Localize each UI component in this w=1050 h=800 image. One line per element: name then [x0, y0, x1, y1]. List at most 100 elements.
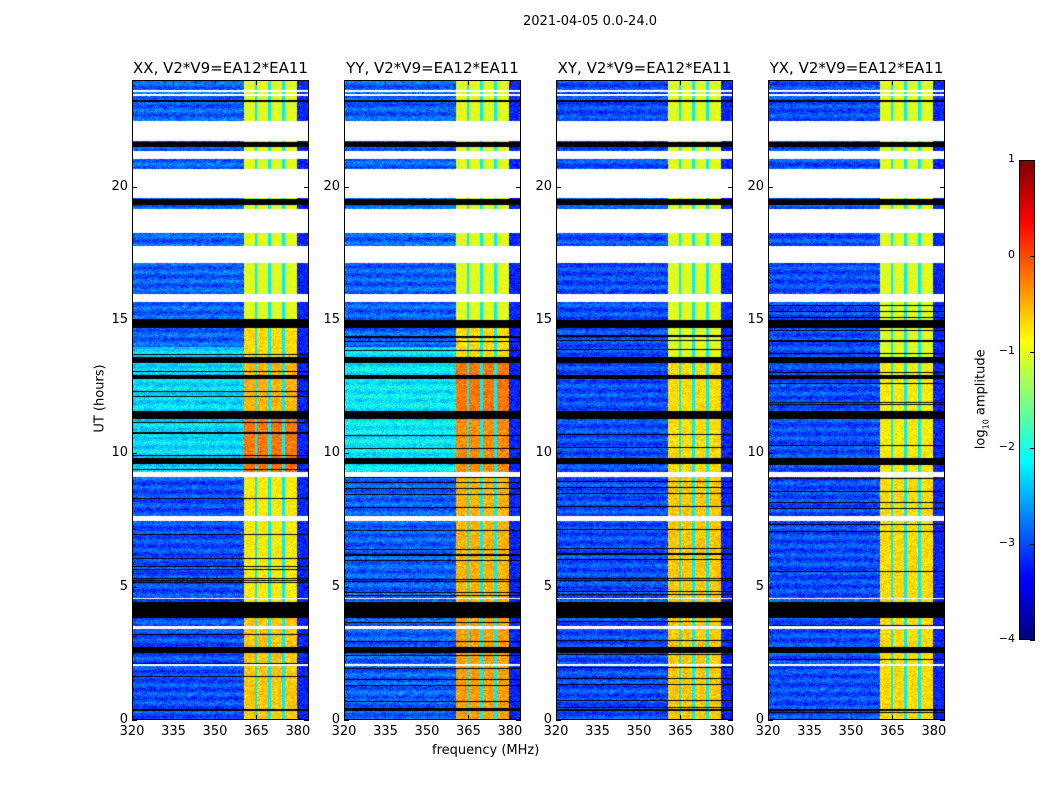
- y-tick: [344, 186, 349, 188]
- x-tick: [892, 715, 894, 720]
- x-tick: [680, 80, 682, 85]
- x-tick: [256, 715, 258, 720]
- x-tick: [509, 715, 511, 720]
- x-tick-label: 350: [626, 724, 652, 739]
- x-tick-label: 380: [497, 724, 523, 739]
- colorbar-tick: [1030, 448, 1035, 449]
- y-tick: [516, 453, 521, 455]
- y-tick: [728, 453, 733, 455]
- x-tick: [850, 80, 852, 85]
- x-tick: [344, 80, 345, 85]
- x-tick: [297, 80, 299, 85]
- y-tick: [556, 320, 561, 321]
- y-tick: [344, 453, 349, 455]
- y-tick: [556, 720, 561, 721]
- x-tick: [933, 715, 935, 720]
- y-tick: [344, 720, 349, 721]
- y-tick: [516, 586, 521, 588]
- colorbar-tick-label: −1: [998, 344, 1015, 357]
- x-tick: [556, 715, 557, 720]
- colorbar: [1019, 160, 1035, 640]
- x-tick: [173, 715, 175, 720]
- y-tick-label: 10: [747, 445, 764, 461]
- x-tick: [809, 80, 811, 85]
- heatmap-canvas: [769, 81, 944, 719]
- x-tick: [721, 715, 723, 720]
- x-tick: [385, 715, 387, 720]
- x-tick-label: 365: [456, 724, 481, 739]
- panel-title: XX, V2*V9=EA12*EA11: [133, 59, 308, 77]
- x-tick: [132, 80, 133, 85]
- y-tick: [304, 720, 309, 721]
- x-tick-label: 380: [285, 724, 311, 739]
- y-tick: [304, 320, 309, 321]
- y-tick: [768, 186, 773, 188]
- y-tick: [940, 320, 945, 321]
- x-tick: [297, 715, 299, 720]
- heatmap-panel: [556, 80, 733, 720]
- x-tick-label: 320: [755, 724, 781, 739]
- x-tick-label: 380: [709, 724, 735, 739]
- x-tick: [850, 715, 852, 720]
- panel-title: XY, V2*V9=EA12*EA11: [557, 59, 732, 77]
- x-tick: [892, 80, 894, 85]
- colorbar-tick: [1030, 160, 1035, 161]
- y-tick: [132, 453, 137, 455]
- x-tick-label: 335: [797, 724, 822, 739]
- colorbar-tick-label: −2: [998, 440, 1015, 453]
- x-tick: [344, 715, 345, 720]
- colorbar-tick: [1030, 256, 1035, 257]
- x-tick-label: 350: [838, 724, 864, 739]
- heatmap-panel: [344, 80, 521, 720]
- y-tick: [516, 186, 521, 188]
- y-tick: [940, 453, 945, 455]
- y-tick-label: 0: [119, 712, 128, 727]
- y-tick-label: 15: [535, 312, 552, 327]
- x-tick-label: 320: [543, 724, 569, 739]
- y-tick: [132, 586, 137, 588]
- x-tick-label: 350: [414, 724, 440, 739]
- y-tick-label: 10: [323, 445, 340, 461]
- y-tick-label: 0: [331, 712, 340, 727]
- y-tick: [728, 586, 733, 588]
- colorbar-label-rest: amplitude: [973, 349, 989, 420]
- x-tick-label: 335: [585, 724, 610, 739]
- x-tick: [468, 715, 470, 720]
- x-tick-label: 365: [880, 724, 905, 739]
- x-tick: [426, 80, 428, 85]
- y-tick: [940, 586, 945, 588]
- colorbar-tick: [1030, 544, 1035, 545]
- heatmap-canvas: [345, 81, 520, 719]
- x-tick: [509, 80, 511, 85]
- colorbar-tick-label: 1: [1008, 152, 1015, 165]
- x-tick: [721, 80, 723, 85]
- x-tick: [768, 80, 769, 85]
- x-tick: [468, 80, 470, 85]
- y-tick: [556, 586, 561, 588]
- y-tick: [344, 320, 349, 321]
- y-tick: [728, 720, 733, 721]
- colorbar-tick-label: −4: [998, 632, 1015, 645]
- x-tick: [638, 80, 640, 85]
- y-tick-label: 15: [323, 312, 340, 327]
- x-tick: [809, 715, 811, 720]
- colorbar-label-sub: 10: [981, 419, 991, 430]
- x-tick-label: 380: [921, 724, 947, 739]
- panel-title: YX, V2*V9=EA12*EA11: [769, 59, 944, 77]
- x-tick: [214, 80, 216, 85]
- y-tick-label: 20: [535, 178, 552, 194]
- y-tick: [768, 586, 773, 588]
- x-tick-label: 335: [161, 724, 186, 739]
- heatmap-canvas: [557, 81, 732, 719]
- x-tick: [556, 80, 557, 85]
- y-tick: [516, 320, 521, 321]
- colorbar-tick: [1030, 640, 1035, 641]
- y-tick-label: 0: [543, 712, 552, 727]
- y-tick: [304, 453, 309, 455]
- y-tick-label: 15: [111, 312, 128, 327]
- y-tick: [304, 586, 309, 588]
- x-tick: [214, 715, 216, 720]
- colorbar-tick-label: 0: [1008, 248, 1015, 261]
- x-tick: [597, 715, 599, 720]
